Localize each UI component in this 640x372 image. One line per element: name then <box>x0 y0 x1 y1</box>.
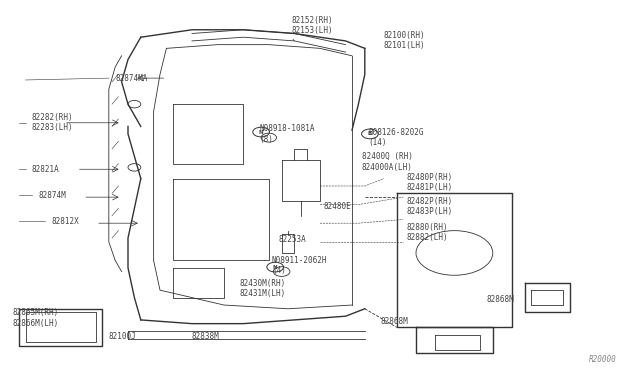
Text: 82874M: 82874M <box>38 191 66 200</box>
Text: B: B <box>368 131 372 137</box>
Text: 82868M: 82868M <box>381 317 408 326</box>
Text: 82152(RH)
82153(LH): 82152(RH) 82153(LH) <box>291 16 333 35</box>
Text: N08918-1081A
(8): N08918-1081A (8) <box>259 124 315 144</box>
Text: 82430M(RH)
82431M(LH): 82430M(RH) 82431M(LH) <box>240 279 286 298</box>
Text: 82865M(RH)
82866M(LH): 82865M(RH) 82866M(LH) <box>13 308 59 328</box>
Text: 82868M: 82868M <box>486 295 514 304</box>
Text: 82812X: 82812X <box>51 217 79 226</box>
Text: 82880(RH)
82882(LH): 82880(RH) 82882(LH) <box>406 223 448 242</box>
Text: 82400Q (RH)
824000A(LH): 82400Q (RH) 824000A(LH) <box>362 152 412 171</box>
Text: N08911-2062H
(4): N08911-2062H (4) <box>272 256 328 275</box>
Text: 82874MA: 82874MA <box>115 74 148 83</box>
Text: 82100(RH)
82101(LH): 82100(RH) 82101(LH) <box>384 31 426 50</box>
Text: 82821A: 82821A <box>32 165 60 174</box>
Text: 82480P(RH)
82481P(LH): 82480P(RH) 82481P(LH) <box>406 173 452 192</box>
Text: 82480E: 82480E <box>323 202 351 211</box>
Text: B08126-8202G
(14): B08126-8202G (14) <box>368 128 424 147</box>
Text: 82100J: 82100J <box>109 332 136 341</box>
Text: N: N <box>259 129 264 135</box>
Text: 82482P(RH)
82483P(LH): 82482P(RH) 82483P(LH) <box>406 197 452 216</box>
Text: 82282(RH)
82283(LH): 82282(RH) 82283(LH) <box>32 113 74 132</box>
Text: 82838M: 82838M <box>192 332 220 341</box>
Text: R20000: R20000 <box>589 355 616 364</box>
Text: N: N <box>273 264 278 270</box>
Text: 82253A: 82253A <box>278 235 306 244</box>
